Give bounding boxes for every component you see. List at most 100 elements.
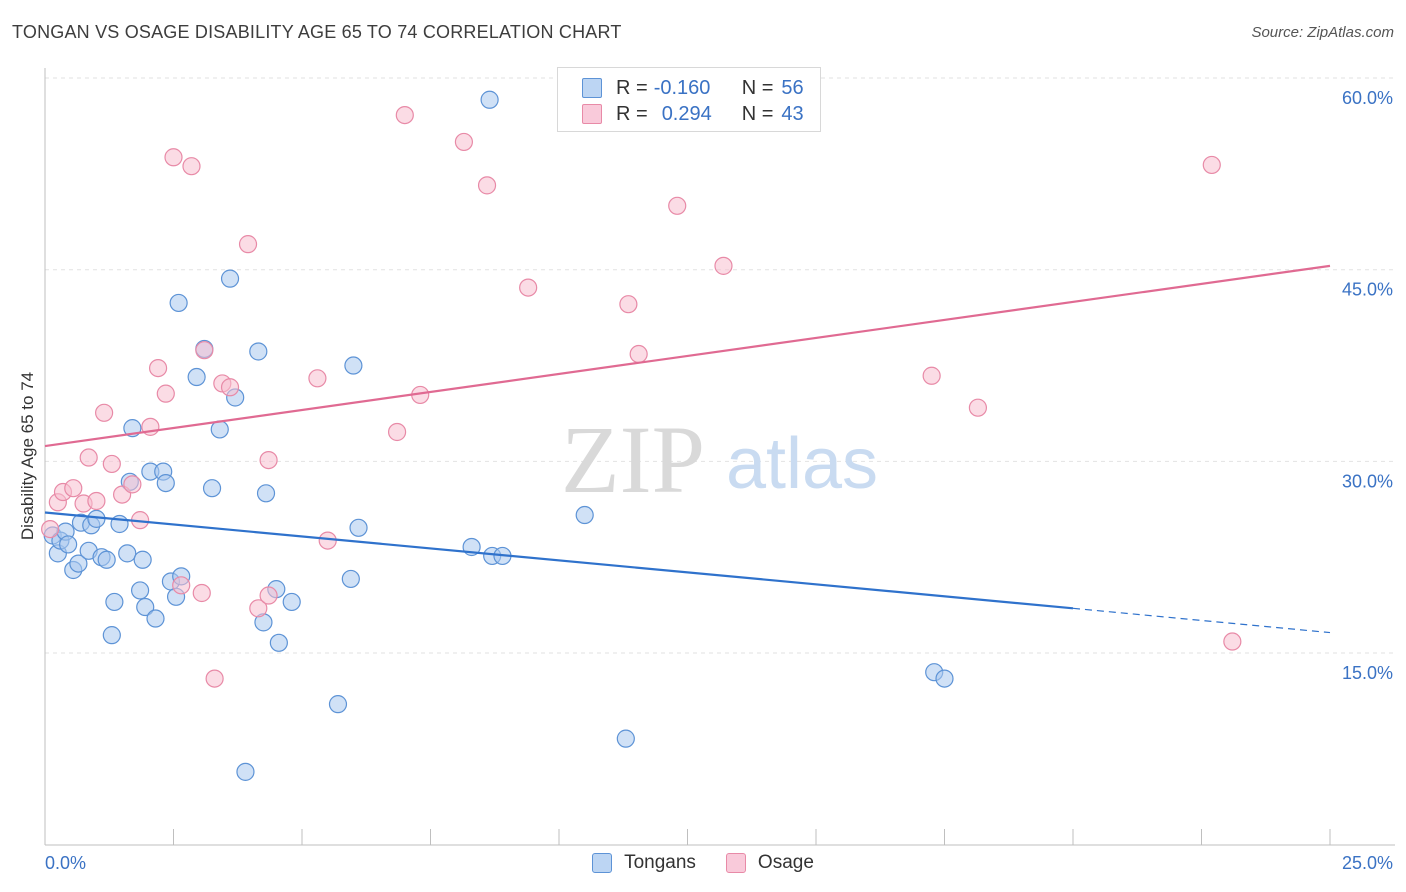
osage-point <box>259 450 278 470</box>
tongan-point <box>202 479 222 498</box>
tongan-point <box>236 762 255 781</box>
y-tick-label: 60.0% <box>1342 88 1393 108</box>
tongan-point <box>344 356 363 375</box>
y-tick-label: 45.0% <box>1342 280 1393 300</box>
osage-point <box>249 599 268 618</box>
osage-point <box>1223 632 1242 651</box>
osage-point <box>922 366 941 385</box>
legend-n-label: N = <box>741 76 774 99</box>
legend-swatch-tongans <box>592 853 613 873</box>
osage-point <box>714 256 733 275</box>
legend-row-tongans: R = -0.160 N = 56 <box>582 76 804 100</box>
y-tick-label: 15.0% <box>1342 663 1393 683</box>
axes <box>44 68 1395 846</box>
tongan-point <box>328 695 348 714</box>
tongan-point <box>118 544 137 563</box>
osage-point <box>238 235 258 254</box>
osage-trend-line <box>44 264 1331 448</box>
grid-lines <box>45 77 1395 654</box>
tongan-point <box>575 505 594 525</box>
osage-point <box>172 576 191 595</box>
osage-point <box>387 422 407 442</box>
tongan-point <box>616 729 635 748</box>
legend-label-osage: Osage <box>757 852 814 873</box>
legend-r-label: R = <box>616 102 648 125</box>
tongan-point <box>69 554 88 573</box>
osage-point <box>220 378 240 397</box>
x-tick-labels: 0.0% 25.0% <box>45 853 1393 873</box>
tongan-point <box>187 367 206 387</box>
legend-n-label: N = <box>741 102 774 125</box>
trend-lines <box>44 264 1331 634</box>
osage-point <box>318 531 337 550</box>
osage-point <box>668 196 687 215</box>
osage-point <box>619 295 638 314</box>
osage-point <box>102 454 121 474</box>
chart-title: TONGAN VS OSAGE DISABILITY AGE 65 TO 74 … <box>12 22 622 42</box>
osage-point <box>195 341 214 360</box>
osage-point <box>87 491 106 511</box>
x-tick-label: 0.0% <box>45 853 86 873</box>
correlation-legend: R = -0.160 N = 56 R = 0.294 N = 43 <box>557 67 821 132</box>
y-tick-labels: 15.0% 30.0% 45.0% 60.0% <box>1342 88 1393 683</box>
watermark-zip: ZIP <box>561 406 705 513</box>
tongan-point <box>249 342 268 361</box>
tongan-point <box>133 550 152 569</box>
tongan-point <box>220 269 240 288</box>
tongan-point <box>935 669 954 688</box>
osage-point <box>41 519 60 539</box>
osage-point <box>259 586 278 605</box>
watermark-atlas: atlas <box>726 424 878 504</box>
osage-point <box>148 358 168 378</box>
osage-point <box>123 475 142 494</box>
y-axis-title: Disability Age 65 to 74 <box>18 372 37 540</box>
osage-point <box>192 583 211 603</box>
tongan-point <box>146 609 165 628</box>
tongan-point <box>349 518 368 537</box>
tongan-point <box>169 293 188 313</box>
tongan-point <box>105 592 124 612</box>
legend-swatch-osage <box>582 104 602 124</box>
osage-point <box>519 278 538 297</box>
osage-point <box>156 384 175 403</box>
osage-point <box>477 176 497 195</box>
legend-r-value: -0.160 <box>653 76 711 99</box>
tongan-point <box>256 484 276 503</box>
source-label: Source: ZipAtlas.com <box>1251 24 1394 41</box>
osage-point <box>95 403 114 422</box>
tongan-point <box>269 633 288 652</box>
osage-point <box>968 398 988 417</box>
tongan-point <box>156 473 175 493</box>
legend-item-osage: Osage <box>725 852 814 874</box>
osage-point <box>308 369 327 388</box>
osage-point <box>629 344 648 364</box>
legend-r-label: R = <box>616 76 648 99</box>
y-tick-label: 30.0% <box>1342 471 1393 491</box>
osage-point <box>205 669 224 688</box>
tongan-point <box>102 626 121 645</box>
series-osage <box>41 105 1242 688</box>
legend-r-value: 0.294 <box>661 102 712 125</box>
legend-swatch-tongans <box>582 78 602 98</box>
tongan-point <box>136 597 155 617</box>
tongan-point <box>59 535 78 554</box>
osage-point <box>1202 155 1221 175</box>
tongan-point <box>130 581 150 600</box>
osage-point <box>64 479 83 498</box>
legend-swatch-osage <box>725 853 746 873</box>
tongan-trend-line <box>44 511 1074 610</box>
legend-item-tongans: Tongans <box>592 852 696 874</box>
legend-n-value: 43 <box>781 102 804 125</box>
watermark: ZIP atlas <box>561 406 878 513</box>
osage-point <box>182 157 201 176</box>
osage-point <box>79 448 98 467</box>
legend-label-tongans: Tongans <box>624 852 696 873</box>
osage-point <box>164 148 183 167</box>
legend-n-value: 56 <box>781 76 804 99</box>
tongan-point <box>480 90 499 109</box>
osage-point <box>454 132 474 152</box>
tongan-point <box>282 592 301 612</box>
series-legend: Tongans Osage <box>0 852 1406 874</box>
x-tick-label: 25.0% <box>1342 853 1393 873</box>
